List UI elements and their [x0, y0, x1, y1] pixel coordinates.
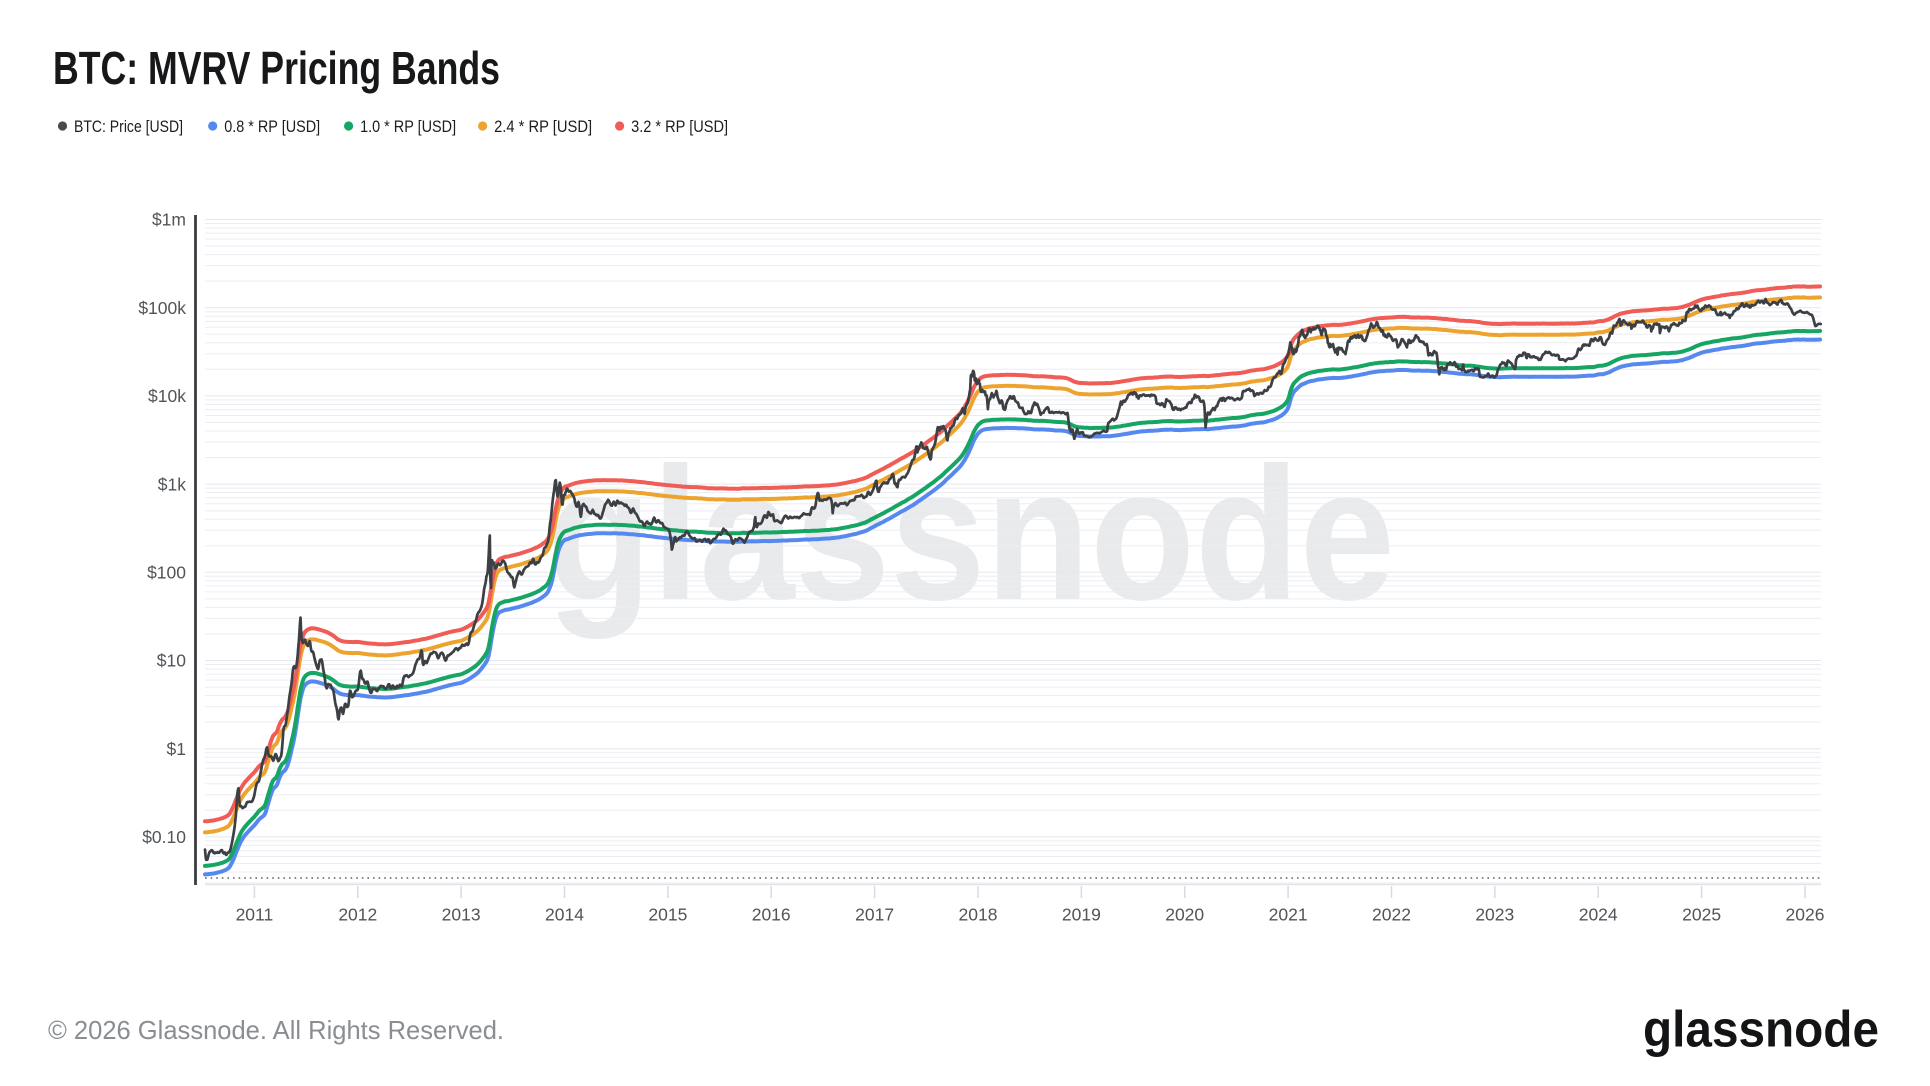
svg-text:$100: $100 [147, 563, 186, 583]
svg-text:$1m: $1m [152, 210, 186, 230]
svg-text:2012: 2012 [338, 905, 377, 925]
svg-text:2015: 2015 [648, 905, 687, 925]
svg-text:© 2026 Glassnode. All Rights R: © 2026 Glassnode. All Rights Reserved. [48, 1015, 504, 1045]
svg-text:2020: 2020 [1165, 905, 1204, 925]
svg-text:2013: 2013 [442, 905, 481, 925]
svg-text:2016: 2016 [752, 905, 791, 925]
svg-text:2.4 * RP [USD]: 2.4 * RP [USD] [494, 118, 592, 136]
svg-text:glassnode: glassnode [1643, 1001, 1879, 1058]
svg-text:$1k: $1k [158, 474, 186, 494]
svg-text:1.0 * RP [USD]: 1.0 * RP [USD] [360, 118, 456, 136]
svg-text:2014: 2014 [545, 905, 584, 925]
svg-text:2022: 2022 [1372, 905, 1411, 925]
svg-text:2021: 2021 [1269, 905, 1308, 925]
svg-text:2019: 2019 [1062, 905, 1101, 925]
svg-text:3.2 * RP [USD]: 3.2 * RP [USD] [631, 118, 728, 136]
svg-text:$100k: $100k [138, 298, 186, 318]
svg-text:0.8 * RP [USD]: 0.8 * RP [USD] [224, 118, 320, 136]
svg-text:2011: 2011 [236, 905, 274, 925]
svg-text:2023: 2023 [1475, 905, 1514, 925]
svg-text:$10: $10 [157, 651, 186, 671]
svg-text:2026: 2026 [1786, 905, 1825, 925]
svg-text:2024: 2024 [1579, 905, 1618, 925]
svg-text:$1: $1 [167, 739, 186, 759]
svg-text:2025: 2025 [1682, 905, 1721, 925]
svg-text:2017: 2017 [855, 905, 894, 925]
svg-text:BTC: Price [USD]: BTC: Price [USD] [74, 118, 183, 136]
svg-text:glassnode: glassnode [547, 429, 1395, 640]
svg-text:$10k: $10k [148, 386, 186, 406]
svg-text:$0.10: $0.10 [142, 827, 186, 847]
svg-text:BTC: MVRV Pricing Bands: BTC: MVRV Pricing Bands [53, 42, 500, 94]
svg-text:2018: 2018 [959, 905, 998, 925]
